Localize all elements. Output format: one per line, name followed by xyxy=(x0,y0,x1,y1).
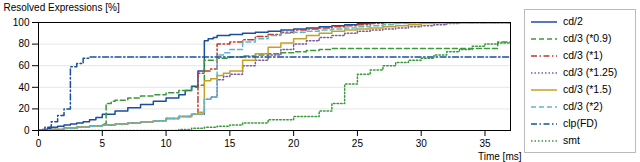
svg-text:15: 15 xyxy=(224,138,236,149)
svg-text:40: 40 xyxy=(18,82,30,93)
html-text:cd/3 (*1): cd/3 (*1) xyxy=(563,49,603,62)
svg-text:20: 20 xyxy=(18,103,30,114)
svg-text:Time [ms]: Time [ms] xyxy=(478,151,522,162)
html-text:cd/3 (*0.9): cd/3 (*0.9) xyxy=(563,32,612,45)
svg-text:25: 25 xyxy=(352,138,364,149)
html-text:cd/3 (*2): cd/3 (*2) xyxy=(563,100,603,113)
html-text:clp(FD): clp(FD) xyxy=(563,117,598,130)
html-text:smt: smt xyxy=(563,134,580,147)
svg-text:0: 0 xyxy=(36,138,42,149)
svg-text:0: 0 xyxy=(24,125,30,136)
svg-text:35: 35 xyxy=(479,138,491,149)
svg-text:20: 20 xyxy=(288,138,300,149)
svg-text:5: 5 xyxy=(100,138,106,149)
svg-text:30: 30 xyxy=(416,138,428,149)
html-text:cd/3 (*1.5): cd/3 (*1.5) xyxy=(563,83,612,96)
svg-text:60: 60 xyxy=(18,60,30,71)
html-text:cd/3 (*1.25): cd/3 (*1.25) xyxy=(563,66,618,79)
html-text:cd/2: cd/2 xyxy=(563,15,583,28)
svg-text:80: 80 xyxy=(18,38,30,49)
svg-text:Resolved Expressions [%]: Resolved Expressions [%] xyxy=(4,2,120,13)
svg-text:100: 100 xyxy=(13,17,30,28)
svg-text:10: 10 xyxy=(161,138,173,149)
